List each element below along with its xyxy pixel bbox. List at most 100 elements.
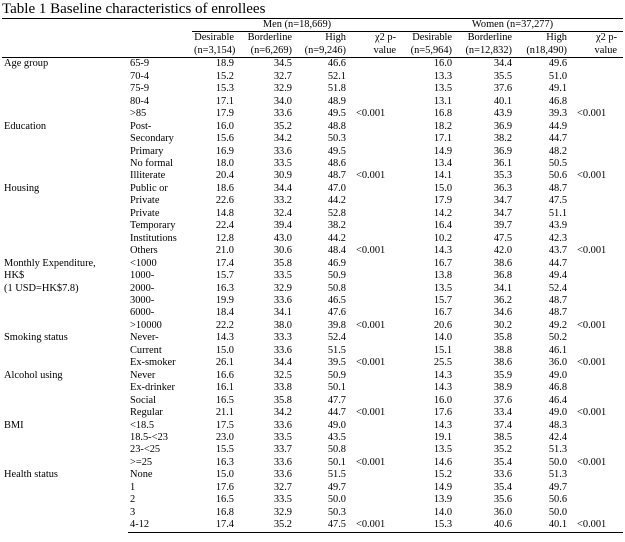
table-row: Ex-drinker 16.1 33.8 50.1 14.3 38.9 46.8 bbox=[2, 382, 623, 394]
p-value-empty bbox=[352, 183, 402, 195]
section-label-line: Alcohol using bbox=[4, 369, 63, 381]
value-cell: 34.4 bbox=[273, 182, 292, 194]
value-cell: 49.6 bbox=[548, 58, 568, 70]
value-cell: 35.2 bbox=[273, 120, 292, 132]
value-cell: 33.5 bbox=[273, 431, 292, 443]
value-cell: 50.3 bbox=[327, 506, 346, 518]
value-cell: 35.6 bbox=[493, 494, 513, 506]
value-cell: 51.5 bbox=[327, 469, 346, 481]
header-cell bbox=[128, 17, 192, 32]
column-header: Desirable bbox=[412, 32, 453, 44]
value-cell: 26.1 bbox=[215, 357, 234, 369]
value-cell: 50.5 bbox=[548, 157, 568, 169]
subcategory: 3 bbox=[130, 506, 136, 518]
header-cell bbox=[2, 44, 128, 59]
value-cell: 13.5 bbox=[433, 83, 453, 95]
value-cell: 12.8 bbox=[215, 232, 234, 244]
p-value-empty bbox=[352, 370, 402, 382]
p-value-empty bbox=[573, 220, 623, 232]
value-cell: 49.4 bbox=[548, 270, 568, 282]
header-cell bbox=[128, 44, 192, 59]
value-cell: 16.0 bbox=[215, 120, 234, 132]
p-value-empty bbox=[573, 345, 623, 357]
value-cell: 46.5 bbox=[327, 294, 346, 306]
p-value-empty bbox=[573, 482, 623, 494]
value-cell: 35.8 bbox=[493, 332, 513, 344]
p-value-empty bbox=[352, 58, 402, 71]
column-header: (n=6,269) bbox=[240, 44, 298, 59]
value-cell: 18.9 bbox=[215, 58, 234, 70]
table-row: Current 15.0 33.6 51.5 15.1 38.8 46.1 bbox=[2, 345, 623, 357]
table-row: 2000- 16.3 32.9 50.8 13.5 34.1 52.4 bbox=[2, 283, 623, 295]
p-value-empty bbox=[573, 494, 623, 506]
value-cell: 43.7 bbox=[548, 245, 568, 257]
p-value: <0.001 bbox=[356, 456, 386, 468]
value-cell: 34.1 bbox=[273, 307, 292, 319]
header-cell bbox=[2, 32, 128, 45]
table-row: Others 21.0 30.6 48.4 <0.001 14.3 42.0 43.7 <0.0… bbox=[2, 245, 623, 257]
value-cell: 51.3 bbox=[548, 469, 568, 481]
value-cell: 35.4 bbox=[493, 456, 513, 468]
value-cell: 16.4 bbox=[433, 220, 453, 232]
table-row: 2 16.5 33.5 50.0 13.9 35.6 50.6 bbox=[2, 494, 623, 506]
value-cell: 44.2 bbox=[327, 195, 346, 207]
subcategory: Ex-smoker bbox=[130, 357, 176, 369]
p-value-empty bbox=[352, 71, 402, 83]
table-row: (n=3,154) (n=6,269) (n=9,246) value (n=5,964… bbox=[2, 44, 624, 59]
value-cell: 48.7 bbox=[548, 182, 568, 194]
table-row: 75-9 15.3 32.9 51.8 13.5 37.6 49.1 bbox=[2, 83, 623, 95]
p-value: <0.001 bbox=[577, 456, 607, 468]
p-value-empty bbox=[352, 83, 402, 95]
subcategory: Regular bbox=[130, 407, 163, 419]
value-cell: 38.6 bbox=[493, 357, 513, 369]
table-row: 3 16.8 32.9 50.3 14.0 36.0 50.0 bbox=[2, 507, 623, 519]
value-cell: 15.0 bbox=[215, 469, 234, 481]
table-row: Regular 21.1 34.2 44.7 <0.001 17.6 33.4 49.0 <0.… bbox=[2, 407, 623, 419]
value-cell: 39.4 bbox=[273, 220, 292, 232]
value-cell: 44.7 bbox=[548, 257, 568, 269]
value-cell: 50.9 bbox=[327, 369, 346, 381]
subcategory: 1 bbox=[130, 481, 136, 493]
value-cell: 47.7 bbox=[327, 394, 346, 406]
subcategory: Others bbox=[130, 245, 158, 257]
value-cell: 49.7 bbox=[548, 481, 568, 493]
value-cell: 22.2 bbox=[215, 319, 234, 331]
value-cell: 34.6 bbox=[493, 307, 513, 319]
p-value: <0.001 bbox=[356, 108, 386, 120]
p-value-empty bbox=[573, 96, 623, 108]
value-cell: 14.3 bbox=[433, 419, 453, 431]
value-cell: 14.3 bbox=[215, 332, 234, 344]
value-cell: 47.5 bbox=[548, 195, 568, 207]
value-cell: 14.0 bbox=[433, 332, 453, 344]
value-cell: 17.6 bbox=[433, 407, 453, 419]
value-cell: 33.4 bbox=[493, 407, 513, 419]
value-cell: 50.3 bbox=[327, 133, 346, 145]
value-cell: 49.1 bbox=[548, 83, 568, 95]
value-cell: 50.8 bbox=[327, 282, 346, 294]
value-cell: 48.4 bbox=[327, 245, 346, 257]
value-cell: 21.0 bbox=[215, 245, 234, 257]
subcategory: Never bbox=[130, 369, 156, 381]
table-row: 1000- 15.7 33.5 50.9 13.8 36.8 49.4 bbox=[2, 270, 623, 282]
value-cell: 34.7 bbox=[493, 207, 513, 219]
value-cell: 37.4 bbox=[493, 419, 513, 431]
table-row: Private 14.8 32.4 52.8 14.2 34.7 51.1 bbox=[2, 208, 623, 220]
value-cell: 36.0 bbox=[493, 506, 513, 518]
value-cell: 34.5 bbox=[273, 58, 292, 70]
value-cell: 36.9 bbox=[493, 145, 513, 157]
value-cell: 50.6 bbox=[548, 494, 568, 506]
value-cell: 35.3 bbox=[493, 170, 513, 182]
value-cell: 50.0 bbox=[548, 506, 568, 518]
value-cell: 16.0 bbox=[433, 394, 453, 406]
value-cell: 37.6 bbox=[493, 394, 513, 406]
subcategory: 2 bbox=[130, 494, 136, 506]
header-cell bbox=[128, 32, 192, 45]
table-row: Institutions 12.8 43.0 44.2 10.2 47.5 42.3 bbox=[2, 233, 623, 245]
value-cell: 34.7 bbox=[493, 195, 513, 207]
value-cell: 16.1 bbox=[215, 382, 234, 394]
table-row: >10000 22.2 38.0 39.8 <0.001 20.6 30.2 49.2 <0.0… bbox=[2, 320, 623, 332]
value-cell: 15.7 bbox=[215, 270, 234, 282]
value-cell: 34.2 bbox=[273, 133, 292, 145]
section-label-line: Education bbox=[4, 120, 47, 132]
